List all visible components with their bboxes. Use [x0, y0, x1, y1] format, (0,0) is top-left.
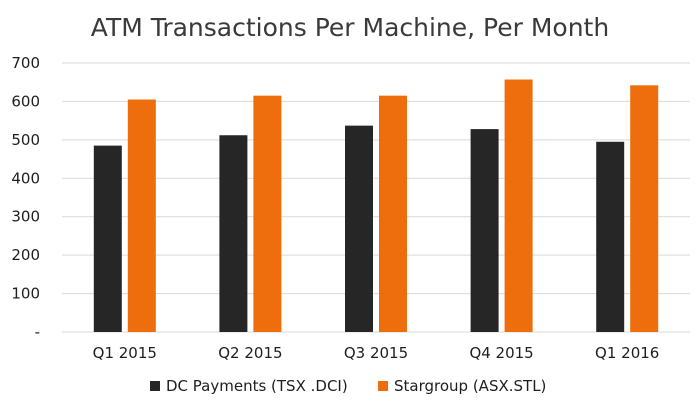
gridlines [62, 62, 690, 333]
bar-dc-payments [93, 145, 122, 332]
bar-stargroup [630, 85, 659, 332]
bar-dc-payments [596, 141, 625, 332]
bar-stargroup [504, 79, 533, 332]
y-tick-label: 300 [11, 208, 40, 226]
legend-swatch [378, 381, 388, 391]
bar-stargroup [253, 95, 282, 333]
bars [93, 79, 659, 333]
y-tick-label: 200 [11, 246, 40, 264]
x-axis-ticks: Q1 2015 Q2 2015 Q3 2015 Q4 2015 Q1 2016 [93, 344, 660, 362]
y-axis-ticks: - 100 200 300 400 500 600 700 [11, 54, 40, 341]
x-tick-label: Q1 2015 [93, 344, 157, 362]
bar-dc-payments [470, 129, 499, 332]
y-tick-label: 400 [11, 169, 40, 187]
chart-title: ATM Transactions Per Machine, Per Month [91, 13, 609, 42]
x-tick-label: Q4 2015 [469, 344, 533, 362]
legend-label: Stargroup (ASX.STL) [394, 377, 546, 395]
legend-label: DC Payments (TSX .DCI) [166, 377, 348, 395]
x-tick-label: Q3 2015 [344, 344, 408, 362]
y-tick-label: 100 [11, 285, 40, 303]
bar-dc-payments [345, 125, 373, 332]
y-tick-label: 500 [11, 131, 40, 149]
bar-stargroup [379, 95, 407, 333]
y-tick-label: 700 [11, 54, 40, 72]
bar-dc-payments [219, 135, 248, 332]
y-tick-label: - [35, 323, 40, 341]
legend-swatch [150, 381, 160, 391]
legend: DC Payments (TSX .DCI) Stargroup (ASX.STL… [150, 377, 546, 395]
x-tick-label: Q2 2015 [218, 344, 282, 362]
y-tick-label: 600 [11, 92, 40, 110]
x-tick-label: Q1 2016 [595, 344, 659, 362]
bar-stargroup [127, 99, 156, 332]
